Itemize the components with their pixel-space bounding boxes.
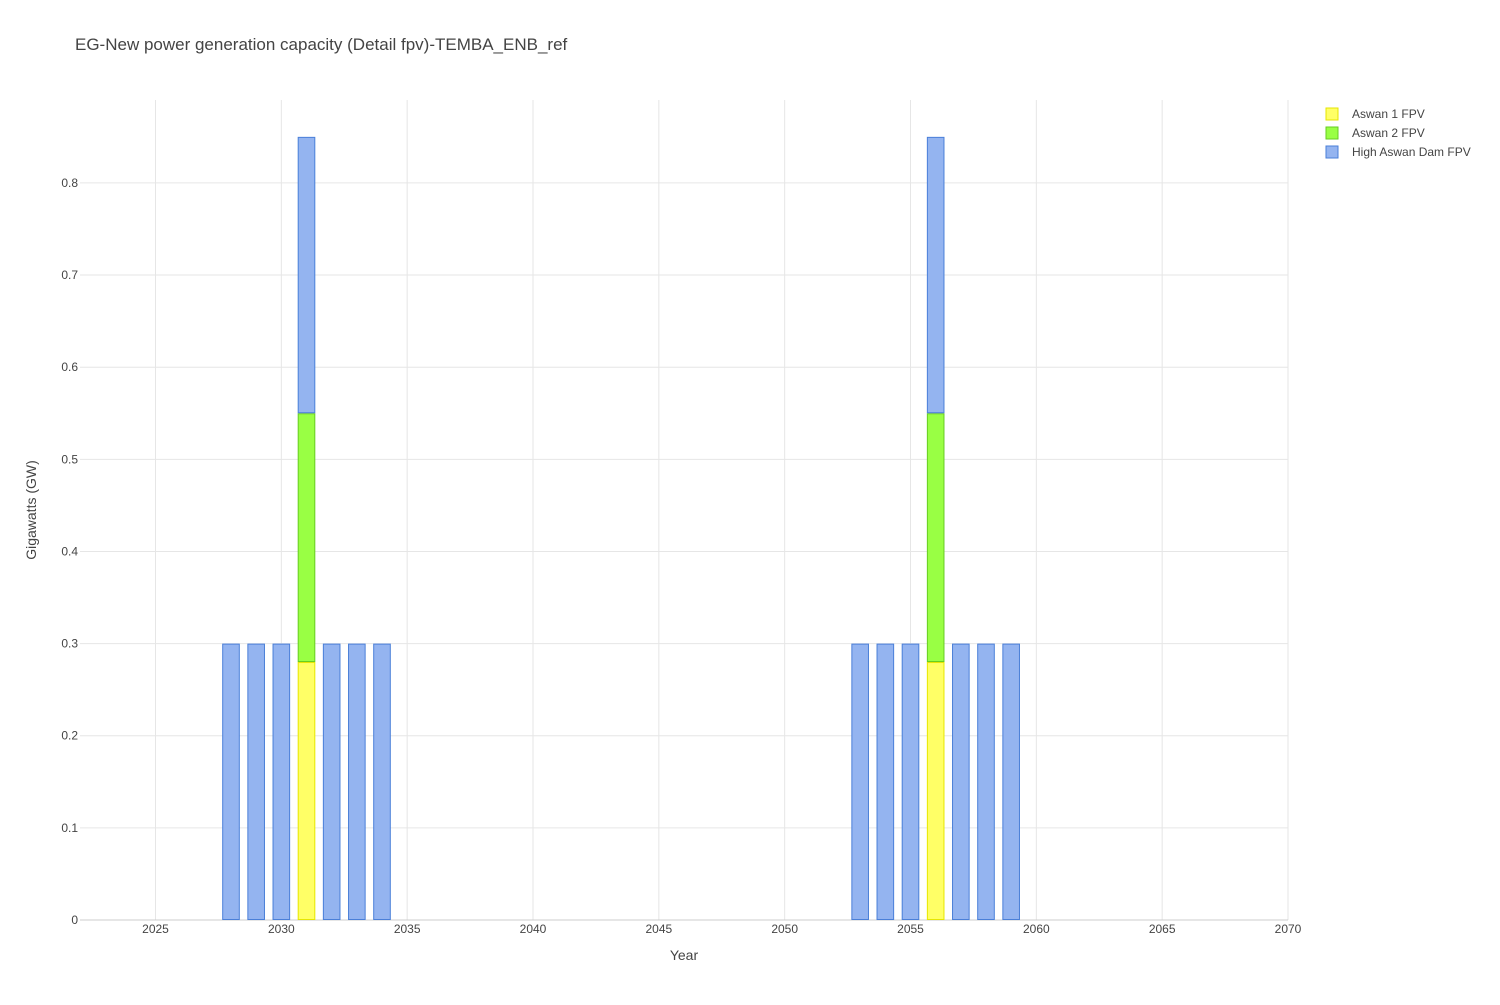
y-tick-label: 0.3	[61, 637, 78, 651]
y-tick-label: 0	[71, 913, 78, 927]
x-tick-label: 2050	[771, 922, 798, 936]
bar-aswan-2-fpv-2056[interactable]	[926, 413, 945, 663]
x-tick-label: 2030	[268, 922, 295, 936]
legend-label-aswan-1-fpv[interactable]: Aswan 1 FPV	[1352, 107, 1425, 121]
bar-high-aswan-dam-fpv-2030[interactable]	[272, 643, 291, 920]
y-axis-title: Gigawatts (GW)	[23, 460, 39, 560]
bar-high-aswan-dam-fpv-2057[interactable]	[952, 643, 970, 920]
legend-swatch-aswan-1-fpv[interactable]	[1325, 107, 1339, 121]
bar-high-aswan-dam-fpv-2033[interactable]	[348, 643, 366, 920]
x-tick-label: 2035	[394, 922, 421, 936]
bar-high-aswan-dam-fpv-2031[interactable]	[297, 136, 316, 414]
bar-high-aswan-dam-fpv-2029[interactable]	[247, 643, 265, 920]
x-tick-label: 2045	[645, 922, 672, 936]
bar-high-aswan-dam-fpv-2055[interactable]	[901, 643, 920, 920]
bar-high-aswan-dam-fpv-2054[interactable]	[876, 643, 895, 920]
y-tick-label: 0.5	[61, 452, 78, 466]
bar-high-aswan-dam-fpv-2028[interactable]	[222, 643, 240, 920]
x-tick-label: 2055	[897, 922, 924, 936]
x-tick-label: 2065	[1149, 922, 1176, 936]
legend-label-aswan-2-fpv[interactable]: Aswan 2 FPV	[1352, 126, 1425, 140]
y-tick-label: 0.7	[61, 268, 78, 282]
axis-layer: 2025 2030 2035 2040 2045 2050 2055 2060 2065 2070…	[61, 176, 1301, 936]
y-tick-label: 0.4	[61, 544, 78, 558]
bar-high-aswan-dam-fpv-2034[interactable]	[373, 643, 391, 920]
legend-swatch-high-aswan-dam-fpv[interactable]	[1325, 145, 1339, 159]
legend-swatch-aswan-2-fpv[interactable]	[1325, 126, 1339, 140]
bar-high-aswan-dam-fpv-2053[interactable]	[851, 643, 869, 920]
x-tick-label: 2060	[1023, 922, 1050, 936]
x-tick-label: 2025	[142, 922, 169, 936]
grid-layer	[80, 100, 1289, 921]
legend[interactable]: Aswan 1 FPV Aswan 2 FPV High Aswan Dam FPV	[1325, 107, 1471, 159]
bar-high-aswan-dam-fpv-2059[interactable]	[1002, 643, 1020, 920]
y-tick-label: 0.1	[61, 821, 78, 835]
legend-label-high-aswan-dam-fpv[interactable]: High Aswan Dam FPV	[1352, 145, 1471, 159]
y-tick-label: 0.2	[61, 729, 78, 743]
x-axis-title: Year	[670, 947, 699, 963]
x-tick-label: 2040	[520, 922, 547, 936]
bar-aswan-2-fpv-2031[interactable]	[297, 413, 316, 663]
bar-high-aswan-dam-fpv-2058[interactable]	[977, 643, 995, 920]
chart-title: EG-New power generation capacity (Detail…	[75, 35, 568, 54]
bar-aswan-1-fpv-2056[interactable]	[926, 662, 945, 920]
bar-layer	[222, 136, 1020, 920]
x-tick-label: 2070	[1275, 922, 1302, 936]
bar-high-aswan-dam-fpv-2056[interactable]	[926, 136, 945, 414]
bar-aswan-1-fpv-2031[interactable]	[297, 662, 316, 920]
y-tick-label: 0.8	[61, 176, 78, 190]
bar-high-aswan-dam-fpv-2032[interactable]	[322, 643, 341, 920]
y-tick-label: 0.6	[61, 360, 78, 374]
